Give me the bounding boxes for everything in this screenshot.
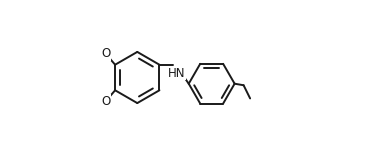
Text: O: O (101, 95, 110, 108)
Text: HN: HN (168, 67, 186, 80)
Text: O: O (101, 47, 110, 60)
